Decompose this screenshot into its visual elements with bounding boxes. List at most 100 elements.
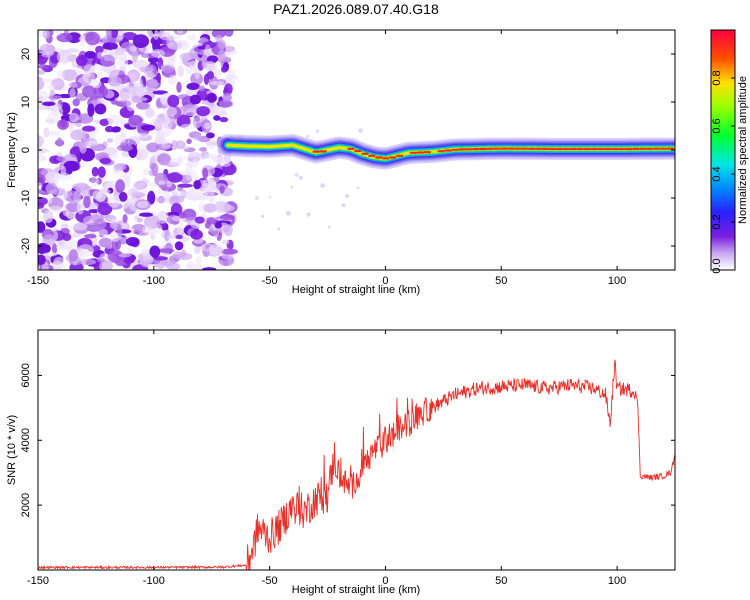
noise-speck: [290, 185, 294, 189]
noise-blob: [38, 43, 55, 58]
noise-blob: [105, 125, 114, 133]
noise-blob: [179, 53, 192, 62]
noise-blob: [202, 203, 218, 213]
noise-blob: [96, 190, 107, 202]
noise-speck: [254, 196, 259, 200]
noise-blob: [201, 267, 217, 270]
noise-blob: [61, 69, 78, 81]
noise-blob: [189, 60, 198, 71]
noise-blob: [68, 112, 80, 123]
noise-blob: [167, 172, 183, 183]
x-tick-label: 0: [382, 275, 388, 287]
noise-blob: [100, 54, 115, 68]
x-tick-label: -50: [262, 575, 278, 587]
noise-blob: [114, 134, 130, 146]
colorbar-ticks: 0.0 0.2 0.4 0.6 0.8: [711, 70, 735, 274]
x-tick-label: -100: [143, 575, 165, 587]
noise-blob: [42, 234, 56, 246]
spectrogram-x-label: Height of straight line (km): [292, 284, 420, 296]
noise-blob: [122, 214, 128, 223]
noise-speck: [286, 210, 291, 216]
noise-blob: [106, 30, 113, 39]
noise-blob: [219, 214, 235, 220]
noise-blob: [178, 212, 186, 219]
noise-blob: [89, 176, 99, 187]
noise-blob: [45, 171, 61, 181]
noise-blob: [219, 116, 229, 123]
noise-blob: [38, 254, 46, 265]
noise-blob: [177, 65, 184, 78]
noise-blob: [131, 48, 139, 63]
noise-blob: [194, 244, 201, 255]
noise-blob: [148, 79, 159, 88]
noise-blob: [107, 195, 121, 208]
noise-blob: [168, 74, 177, 85]
noise-blob: [140, 124, 156, 131]
noise-blob: [221, 248, 238, 255]
noise-blob: [39, 51, 54, 56]
spectrogram-x-ticks: -150 -100 -50 0 50 100: [27, 30, 626, 287]
noise-blob: [62, 233, 72, 242]
noise-blob: [192, 116, 202, 129]
noise-blob: [97, 51, 103, 60]
spectrogram-signal-track: [216, 134, 675, 170]
noise-blob: [91, 79, 102, 89]
noise-blob: [175, 140, 186, 150]
noise-blob: [220, 162, 232, 167]
noise-blob: [181, 249, 187, 258]
x-tick-label: 50: [495, 575, 507, 587]
x-tick-label: -50: [262, 275, 278, 287]
y-tick-label: 4000: [20, 428, 32, 452]
noise-blob: [194, 216, 205, 224]
noise-blob: [144, 108, 155, 118]
noise-blob: [146, 142, 160, 153]
noise-blob: [155, 196, 168, 204]
noise-blob: [204, 44, 211, 57]
noise-blob: [99, 118, 109, 127]
noise-speck: [277, 227, 281, 231]
noise-blob: [114, 163, 127, 171]
noise-blob: [136, 101, 150, 110]
noise-blob: [38, 95, 44, 105]
noise-blob: [226, 69, 236, 80]
noise-blob: [82, 125, 96, 132]
noise-blob: [193, 133, 202, 141]
noise-speck: [320, 183, 326, 189]
noise-blob: [161, 139, 172, 149]
noise-blob: [79, 139, 88, 154]
noise-blob: [150, 36, 163, 46]
noise-blob: [84, 234, 97, 239]
noise-blob: [72, 98, 80, 107]
snr-y-ticks: 2000 4000 6000: [20, 363, 675, 517]
noise-blob: [48, 83, 56, 91]
noise-blob: [117, 55, 129, 69]
noise-blob: [63, 160, 80, 172]
noise-blob: [107, 76, 123, 87]
noise-blob: [96, 258, 105, 263]
noise-blob: [127, 248, 133, 254]
noise-blob: [198, 202, 205, 212]
noise-blob: [167, 41, 183, 50]
x-tick-label: -150: [27, 275, 49, 287]
snr-y-label: SNR (10 * v/v): [6, 415, 18, 485]
noise-blob: [133, 132, 149, 138]
noise-blob: [91, 166, 99, 177]
noise-blob: [46, 193, 53, 205]
noise-blob: [56, 70, 65, 81]
noise-blob: [213, 115, 221, 121]
noise-blob: [83, 195, 91, 209]
noise-blob: [198, 85, 206, 92]
noise-blob: [123, 256, 135, 264]
noise-blob: [70, 129, 87, 141]
noise-blob: [42, 30, 51, 39]
noise-blob: [224, 30, 234, 37]
y-tick-label: 20: [20, 48, 32, 60]
noise-blob: [143, 215, 161, 230]
noise-blob: [209, 81, 225, 86]
noise-blob: [170, 195, 185, 204]
noise-blob: [106, 138, 114, 143]
noise-blob: [109, 221, 119, 229]
noise-blob: [144, 70, 155, 80]
noise-blob: [155, 131, 166, 143]
